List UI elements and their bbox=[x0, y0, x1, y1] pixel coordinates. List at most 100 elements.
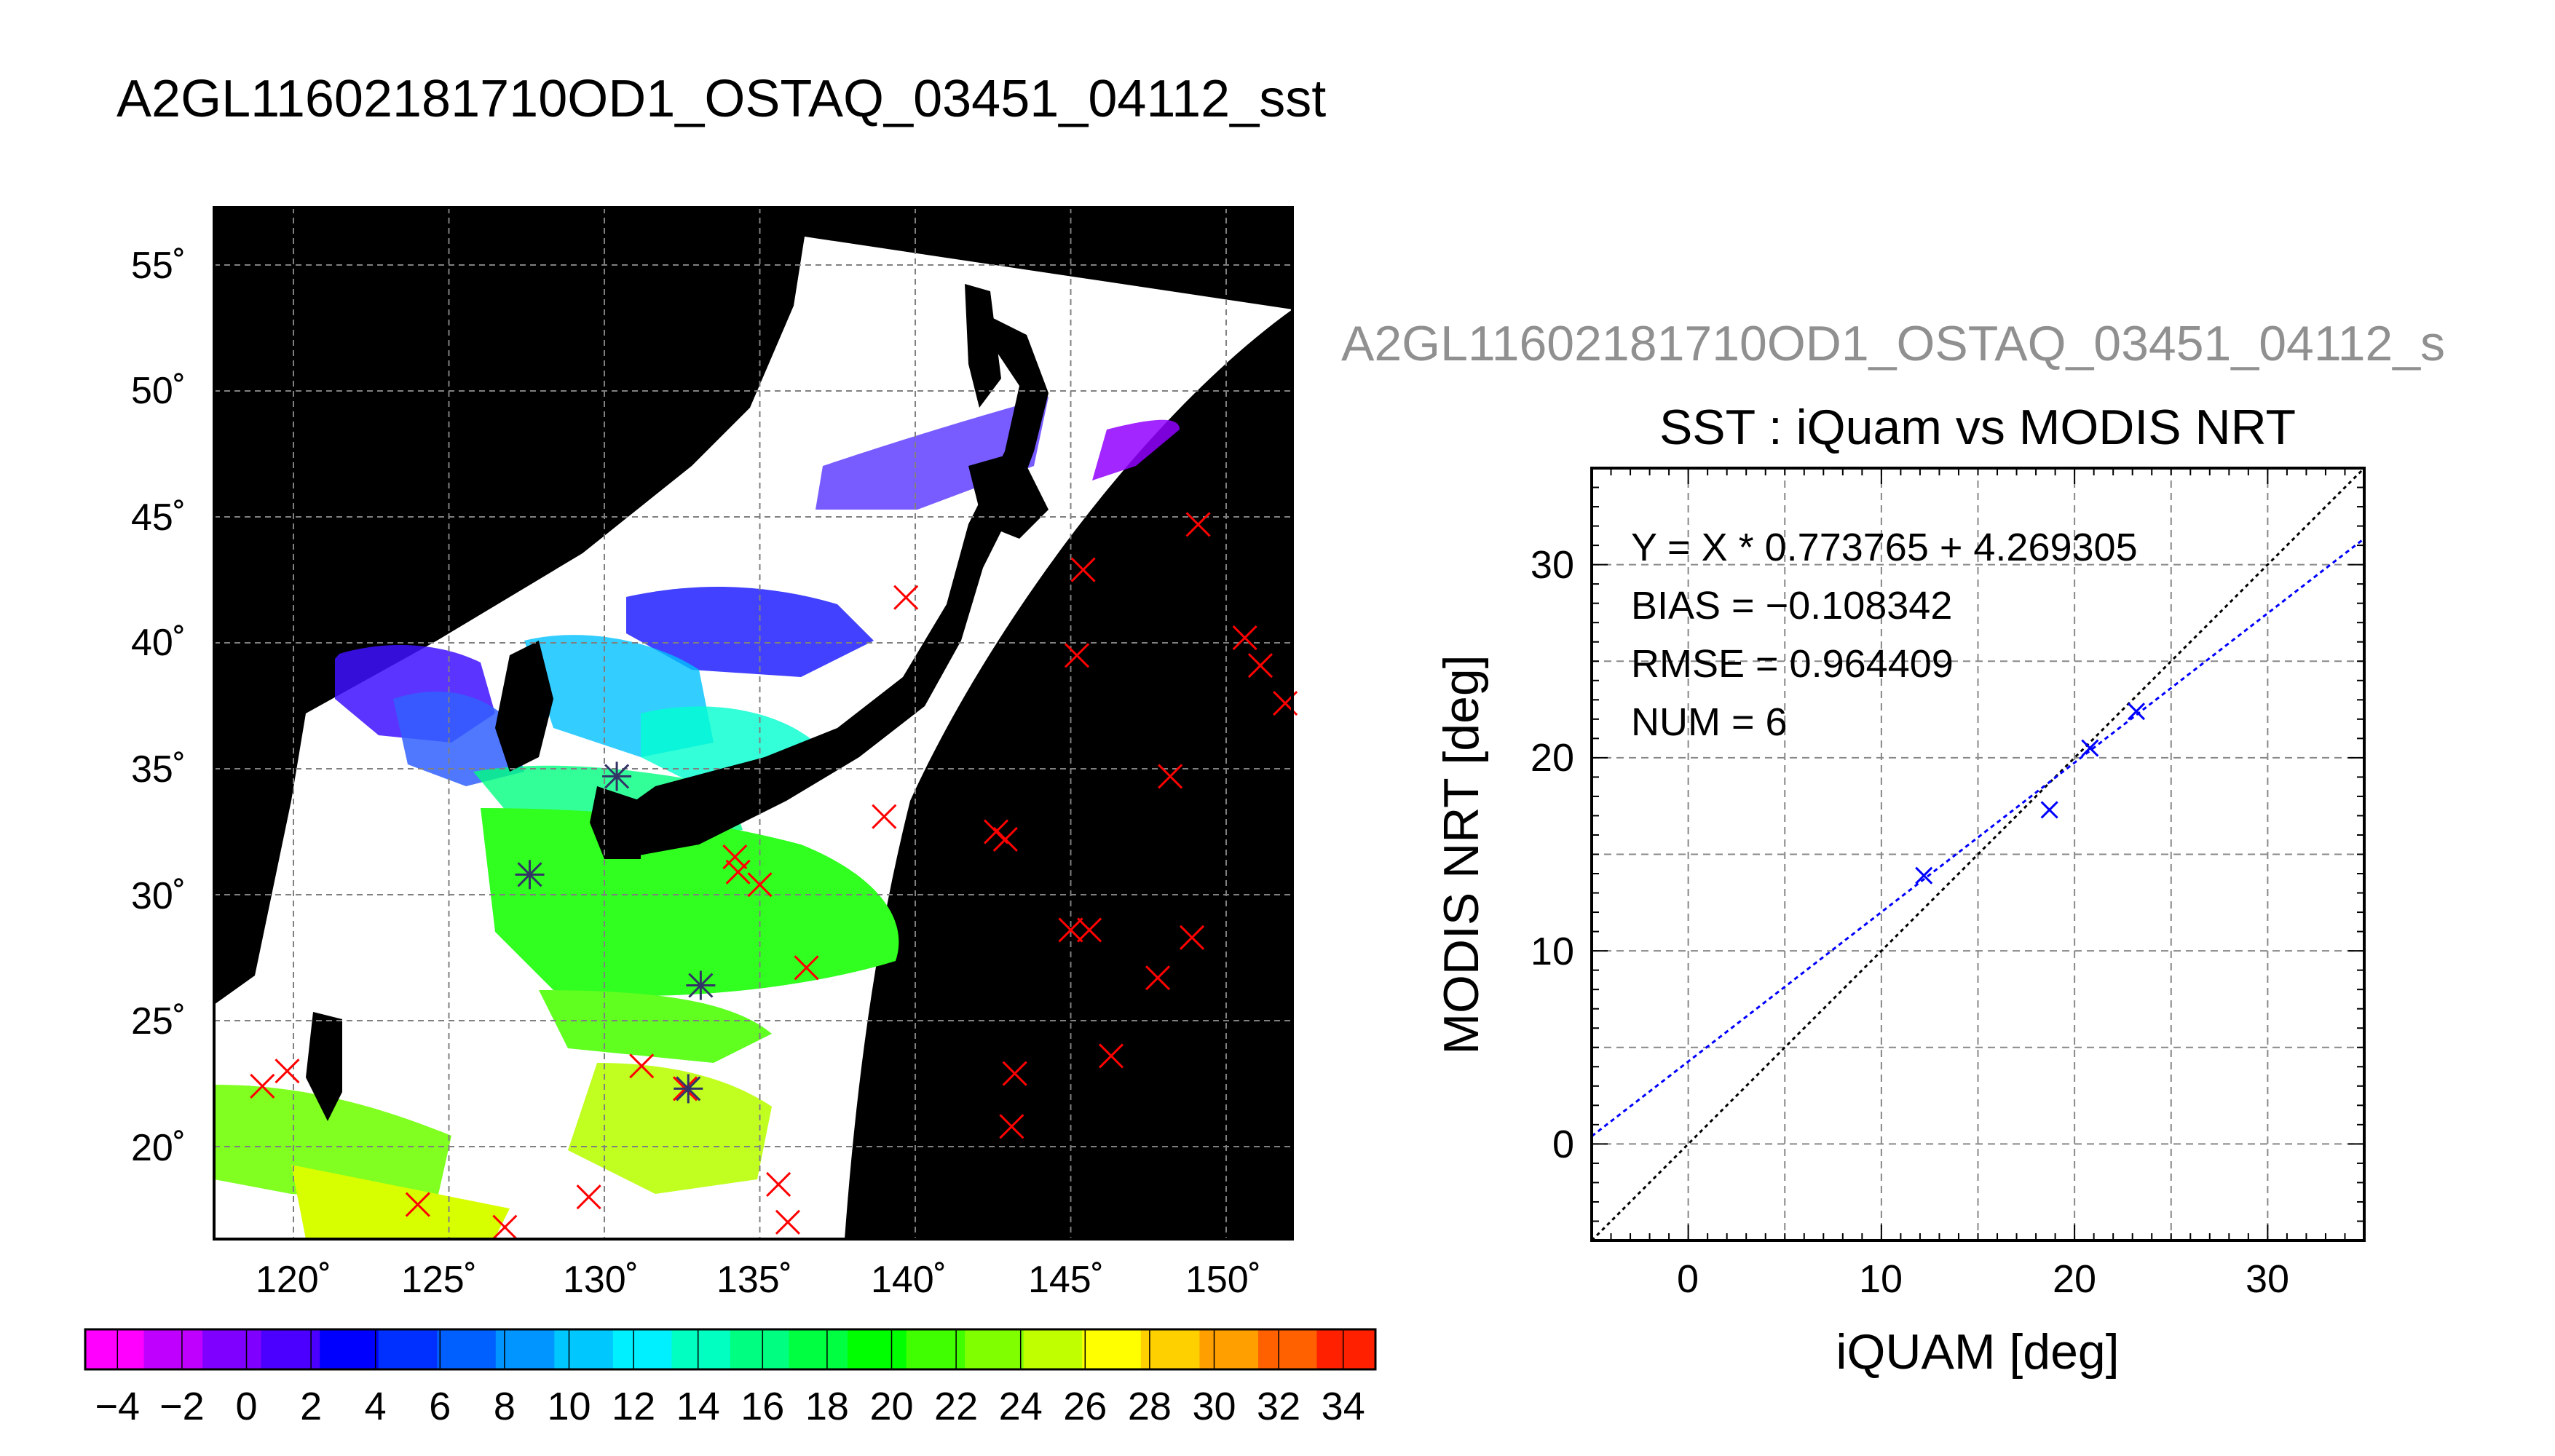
lat-label: 45˚ bbox=[131, 496, 186, 539]
iquam-point-matched bbox=[674, 1074, 703, 1104]
marker-stroke bbox=[722, 844, 748, 870]
scatter-panel: A2GL11602181710OD1_OSTAQ_03451_04112_s S… bbox=[1341, 316, 2445, 1380]
marker-stroke bbox=[405, 1192, 430, 1217]
colorbar-tick-label: −2 bbox=[159, 1385, 205, 1428]
colorbar-tick-label: 14 bbox=[676, 1385, 720, 1428]
iquam-point-outside bbox=[1145, 965, 1171, 991]
iquam-point-outside bbox=[1247, 653, 1273, 678]
lat-label: 25˚ bbox=[131, 1000, 186, 1042]
identity-line bbox=[1592, 468, 2364, 1241]
scatter-ticks bbox=[1591, 467, 2365, 1241]
fit-line bbox=[1592, 537, 2364, 1137]
colorbar-tick-label: 18 bbox=[805, 1385, 849, 1428]
stats-line-rmse: RMSE = 0.964409 bbox=[1631, 642, 1954, 686]
sst-patch-yellowgreen bbox=[568, 1063, 772, 1194]
iquam-point-outside bbox=[747, 872, 773, 898]
scatter-gray-title: A2GL11602181710OD1_OSTAQ_03451_04112_s bbox=[1341, 316, 2445, 371]
y-tick-label: 20 bbox=[1531, 736, 1574, 780]
iquam-point-outside bbox=[992, 826, 1018, 852]
iquam-point-outside bbox=[725, 859, 751, 885]
marker-stroke bbox=[1247, 653, 1273, 678]
colorbar-cell bbox=[1199, 1329, 1259, 1369]
marker-stroke bbox=[1145, 965, 1171, 991]
iquam-point-outside bbox=[1158, 764, 1183, 789]
stats-line-num: NUM = 6 bbox=[1631, 700, 1788, 744]
marker-stroke bbox=[747, 872, 773, 898]
y-axis-label: MODIS NRT [deg] bbox=[1434, 654, 1489, 1054]
colorbar-cell bbox=[789, 1329, 848, 1369]
marker-stroke bbox=[629, 1053, 655, 1079]
colorbar-tick-label: 34 bbox=[1322, 1385, 1365, 1428]
iquam-point-outside bbox=[629, 1053, 655, 1079]
sst-patch-azure bbox=[393, 692, 524, 786]
marker-stroke bbox=[1098, 1043, 1124, 1069]
colorbar-cell bbox=[1140, 1329, 1200, 1369]
map-lon-labels: 120˚ 125˚ 130˚ 135˚ 140˚ 145˚ 150˚ bbox=[256, 1259, 1261, 1301]
main-title: A2GL11602181710OD1_OSTAQ_03451_04112_sst bbox=[117, 70, 1326, 128]
sst-patch-violet-2 bbox=[1092, 419, 1180, 480]
colorbar-tick-label: 28 bbox=[1128, 1385, 1172, 1428]
iquam-point-outside bbox=[893, 585, 919, 610]
colorbar-tick-label: 32 bbox=[1257, 1385, 1300, 1428]
lat-label: 40˚ bbox=[131, 622, 186, 664]
colorbar-tick-label: 22 bbox=[934, 1385, 978, 1428]
lat-label: 20˚ bbox=[131, 1127, 186, 1169]
iquam-point-outside bbox=[794, 955, 819, 981]
colorbar-cell bbox=[1082, 1329, 1142, 1369]
sst-map: 55˚ 50˚ 45˚ 40˚ 35˚ 30˚ 25˚ 20˚ 120˚ 125… bbox=[131, 206, 1298, 1301]
sst-patch-green bbox=[481, 808, 899, 996]
lat-label: 35˚ bbox=[131, 748, 186, 791]
lon-label: 150˚ bbox=[1185, 1259, 1261, 1301]
colorbar-cell bbox=[730, 1329, 790, 1369]
iquam-point-outside bbox=[1070, 557, 1096, 582]
scatter-subtitle: SST : iQuam vs MODIS NRT bbox=[1659, 400, 2296, 455]
colorbar: −4 −2 0 2 4 6 8 10 12 14 16 18 20 22 24 26 28 30 32 34 bbox=[84, 1328, 1377, 1428]
land-sakhalin bbox=[965, 284, 1001, 408]
iquam-point-matched bbox=[686, 970, 716, 1000]
colorbar-cell bbox=[261, 1329, 320, 1369]
lon-label: 145˚ bbox=[1028, 1259, 1104, 1301]
colorbar-cell bbox=[848, 1329, 907, 1369]
colorbar-tick-label: 6 bbox=[429, 1385, 451, 1428]
map-lat-labels: 55˚ 50˚ 45˚ 40˚ 35˚ 30˚ 25˚ 20˚ bbox=[131, 245, 186, 1169]
colorbar-tick-label: 16 bbox=[741, 1385, 784, 1428]
colorbar-tick-label: 8 bbox=[494, 1385, 516, 1428]
marker-stroke bbox=[794, 955, 819, 981]
colorbar-frame bbox=[84, 1328, 1377, 1371]
iquam-point-outside bbox=[1058, 917, 1083, 943]
marker-stroke bbox=[725, 859, 751, 885]
marker-stroke bbox=[1064, 643, 1090, 668]
colorbar-cell bbox=[495, 1329, 555, 1369]
sst-patch-green-2 bbox=[539, 990, 772, 1063]
point-stroke bbox=[1915, 866, 1933, 885]
point-stroke bbox=[2040, 801, 2058, 819]
colorbar-cell bbox=[906, 1329, 965, 1369]
lat-label: 30˚ bbox=[131, 875, 186, 917]
x-axis-label: iQUAM [deg] bbox=[1836, 1324, 2119, 1380]
colorbar-tick-label: 30 bbox=[1192, 1385, 1236, 1428]
scatter-point bbox=[2081, 739, 2099, 757]
colorbar-labels: −4 −2 0 2 4 6 8 10 12 14 16 18 20 22 24 26 28 30 32 34 bbox=[95, 1329, 1365, 1428]
iquam-point-outside bbox=[722, 844, 748, 870]
iquam-point-outside bbox=[1179, 925, 1205, 950]
iquam-point-outside bbox=[576, 1184, 601, 1210]
iquam-point-matched bbox=[602, 761, 632, 791]
land-japan bbox=[604, 306, 1049, 859]
lat-label: 50˚ bbox=[131, 370, 186, 412]
marker-stroke bbox=[1185, 512, 1211, 537]
sst-patch-blue bbox=[626, 587, 874, 677]
scatter-point bbox=[2127, 703, 2146, 721]
point-stroke bbox=[2127, 703, 2146, 721]
marker-stroke bbox=[1179, 925, 1205, 950]
lon-label: 120˚ bbox=[256, 1259, 331, 1301]
colorbar-tick-label: 20 bbox=[869, 1385, 913, 1428]
colorbar-tick-label: 0 bbox=[235, 1385, 257, 1428]
colorbar-tick-label: 2 bbox=[300, 1385, 322, 1428]
iquam-point-outside bbox=[872, 804, 897, 829]
y-tick-label: 30 bbox=[1531, 543, 1574, 587]
marker-stroke bbox=[1232, 625, 1257, 651]
lon-label: 130˚ bbox=[563, 1259, 639, 1301]
marker-stroke bbox=[766, 1171, 791, 1197]
colorbar-cell bbox=[612, 1329, 672, 1369]
iquam-point-outside bbox=[405, 1192, 430, 1217]
